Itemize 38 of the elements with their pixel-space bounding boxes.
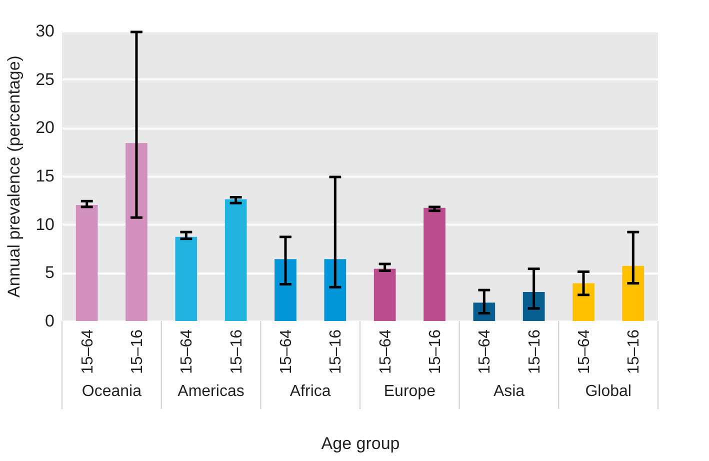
bar (274, 259, 296, 321)
x-tick-label: 15–16 (129, 329, 146, 374)
y-tick-label: 0 (45, 312, 54, 330)
y-tick-label: 20 (36, 118, 54, 138)
text: Americas (178, 383, 244, 400)
x-tick-label: 15–64 (79, 329, 96, 374)
x-tick-label: 15–64 (576, 329, 593, 374)
x-tick-label: 15–64 (278, 329, 295, 374)
bar (424, 208, 446, 321)
x-tick-label: 15–64 (377, 329, 394, 374)
y-tick-label: 30 (36, 22, 54, 40)
x-tick-label: 15–16 (526, 329, 544, 374)
bar (572, 283, 594, 321)
text: Oceania (82, 383, 142, 400)
y-tick-label: 5 (45, 263, 54, 282)
x-tick-label: 15–16 (427, 329, 444, 374)
y-tick-label: 15 (36, 166, 54, 186)
text: Africa (290, 383, 331, 400)
text: Asia (493, 383, 525, 400)
bar (522, 292, 545, 321)
y-tick-label: 25 (36, 70, 54, 89)
x-tick-label: 15–16 (626, 329, 643, 374)
x-tick-label: 15–16 (228, 329, 246, 374)
bar (126, 143, 148, 321)
text: Europe (384, 383, 436, 400)
bar (175, 236, 198, 321)
x-tick-label: 15–64 (476, 329, 494, 374)
x-tick-label: 15–16 (328, 329, 345, 374)
bar (374, 268, 396, 321)
x-tick-label: 15–64 (178, 329, 196, 374)
y-tick-label: 10 (36, 214, 54, 234)
bar (324, 259, 346, 321)
bar (76, 205, 98, 321)
bar (224, 199, 247, 321)
text: Global (585, 383, 632, 400)
bar (622, 266, 644, 321)
y-axis-title: Annual prevalence (percentage) (4, 56, 24, 298)
x-axis-title: Age group (321, 434, 400, 453)
